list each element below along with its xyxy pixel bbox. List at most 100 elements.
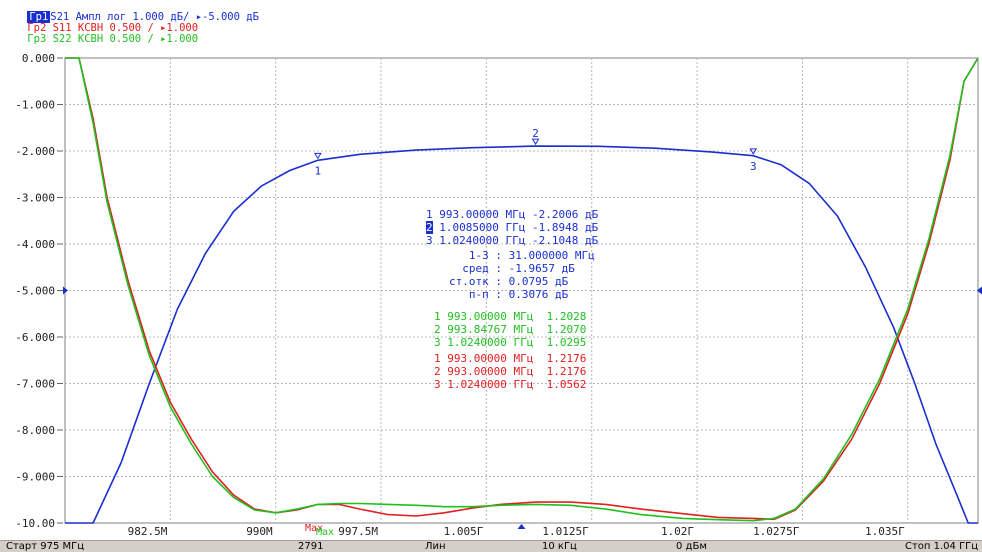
x-tick-label: 982.5М [128, 525, 168, 538]
y-tick-label: -4.000 [15, 238, 55, 251]
stop-frequency[interactable]: Стоп 1.04 ГГц [905, 541, 979, 552]
marker-freq: 1.0240000 ГГц [447, 378, 534, 391]
marker-label[interactable]: 2 [532, 127, 539, 140]
trace-3-ref: ▸1.000 [160, 33, 199, 45]
x-tick-label: 1.005Г [444, 525, 484, 538]
marker-s11-row: 1 993.00000 МГц 1.2176 [434, 353, 586, 365]
marker-num: 1 [434, 352, 441, 365]
max-search-label-s11: Max [305, 523, 324, 534]
marker-triangle[interactable] [313, 152, 322, 160]
marker-num: 2 [434, 323, 441, 336]
stat-label: п-п : [468, 288, 502, 301]
power-level[interactable]: 0 дБм [676, 541, 707, 552]
status-bar: Старт 975 МГц 2791 Лин 10 кГц 0 дБм Стоп… [0, 540, 982, 552]
marker-value: 1.0562 [546, 378, 587, 391]
marker-value: 1.0295 [546, 336, 587, 349]
marker-freq: 993.00000 МГц [447, 310, 534, 323]
trace-1-tag[interactable]: Гр1 [27, 11, 51, 23]
trace-3-header[interactable]: Гр3 S22 КСВН 0.500 / ▸1.000 [2, 23, 198, 56]
y-tick-label: 0.000 [22, 52, 55, 65]
start-frequency[interactable]: Старт 975 МГц [6, 541, 85, 552]
stat-value: 0.3076 дБ [508, 288, 569, 301]
stat-label: ст.отк : [449, 275, 502, 288]
trace-2-ref: ▸1.000 [160, 22, 199, 34]
stat-label: сред : [462, 262, 502, 275]
trace-1-header[interactable]: Гр1 S21 Ампл лог 1.000 дБ/ ▸-5.000 дБ [2, 1, 259, 34]
x-tick-label: 1.035Г [865, 525, 905, 538]
trace-2-format: КСВН [77, 22, 104, 34]
marker-num: 3 [426, 234, 433, 247]
marker-s11-row: 3 1.0240000 ГГц 1.0562 [434, 379, 586, 391]
marker-num: 2 [434, 365, 441, 378]
sweep-points[interactable]: 2791 [298, 541, 324, 552]
stat-row: ст.отк : 0.0795 дБ [432, 276, 568, 288]
marker-freq: 993.00000 МГц [439, 208, 526, 221]
stat-label: 1-3 : [468, 249, 502, 262]
trace-2-header[interactable]: Гр2 S11 КСВН 0.500 / ▸1.000 [2, 12, 198, 45]
marker-num: 1 [434, 310, 441, 323]
trace-1-scale: 1.000 дБ/ [132, 11, 190, 23]
center-frequency-arrow[interactable] [517, 524, 526, 529]
marker-label[interactable]: 3 [750, 160, 757, 173]
trace-2-param: S11 [52, 22, 72, 34]
marker-num: 1 [426, 208, 433, 221]
marker-freq: 993.00000 МГц [447, 365, 534, 378]
marker-freq: 1.0240000 ГГц [439, 234, 526, 247]
trace-1-ref: ▸-5.000 дБ [195, 11, 259, 23]
marker-value: 1.2176 [546, 352, 587, 365]
trace-3-format: КСВН [77, 33, 104, 45]
x-tick-label: 997.5М [338, 525, 378, 538]
stat-value: 0.0795 дБ [508, 275, 569, 288]
marker-value: 1.2028 [546, 310, 587, 323]
y-tick-label: -5.000 [15, 285, 55, 298]
marker-triangle[interactable] [531, 138, 540, 146]
y-tick-label: -6.000 [15, 331, 55, 344]
stat-value: -1.9657 дБ [508, 262, 575, 275]
marker-value: 1.2176 [546, 365, 587, 378]
trace-1-param: S21 [50, 11, 70, 23]
y-tick-label: -8.000 [15, 424, 55, 437]
trace-2-scale: 0.500 / [109, 22, 154, 34]
marker-value: -2.1048 дБ [531, 234, 599, 247]
series-line-s21[interactable] [65, 145, 978, 524]
sweep-type[interactable]: Лин [425, 541, 446, 552]
marker-s21-row-active[interactable]: 2 1.0085000 ГГц -1.8948 дБ [426, 221, 598, 234]
marker-s11-row: 2 993.00000 МГц 1.2176 [434, 366, 586, 378]
ref-level-arrow-left[interactable] [63, 286, 68, 295]
marker-triangle[interactable] [749, 148, 758, 155]
y-tick-label: -2.000 [15, 145, 55, 158]
trace-3-scale: 0.500 / [109, 33, 154, 45]
if-bandwidth[interactable]: 10 кГц [542, 541, 577, 552]
stat-row: п-п : 0.3076 дБ [432, 289, 568, 301]
trace-1-format: Ампл лог [75, 11, 127, 23]
marker-freq: 993.84767 МГц [447, 323, 534, 336]
marker-num: 3 [434, 336, 441, 349]
trace-3-tag[interactable]: Гр3 [27, 33, 47, 45]
marker-num: 3 [434, 378, 441, 391]
marker-freq: 1.0240000 ГГц [447, 336, 534, 349]
ref-level-arrow-right[interactable] [977, 286, 982, 295]
trace-3-param: S22 [52, 33, 72, 45]
trace-2-tag[interactable]: Гр2 [27, 22, 47, 34]
y-tick-label: -1.000 [15, 99, 55, 112]
series-line-s22[interactable] [65, 57, 979, 522]
series-line-s11[interactable] [65, 57, 979, 521]
marker-freq: 1.0085000 ГГц [439, 221, 526, 234]
max-search-label-s22: Max [316, 527, 335, 538]
stat-row: 1-3 : 31.000000 МГц [432, 250, 595, 262]
marker-freq: 993.00000 МГц [447, 352, 534, 365]
y-tick-label: -3.000 [15, 192, 55, 205]
y-tick-label: -10.00 [15, 517, 55, 530]
marker-s22-row: 1 993.00000 МГц 1.2028 [434, 311, 586, 323]
x-tick-label: 1.02Г [661, 525, 694, 538]
stat-value: 31.000000 МГц [508, 249, 595, 262]
marker-s22-row: 2 993.84767 МГц 1.2070 [434, 324, 586, 336]
x-tick-label: 1.0125Г [542, 525, 589, 538]
marker-label[interactable]: 1 [315, 164, 322, 177]
y-tick-label: -7.000 [15, 378, 55, 391]
y-tick-label: -9.000 [15, 471, 55, 484]
marker-value: -2.2006 дБ [531, 208, 599, 221]
active-marker-num[interactable]: 2 [426, 221, 433, 234]
